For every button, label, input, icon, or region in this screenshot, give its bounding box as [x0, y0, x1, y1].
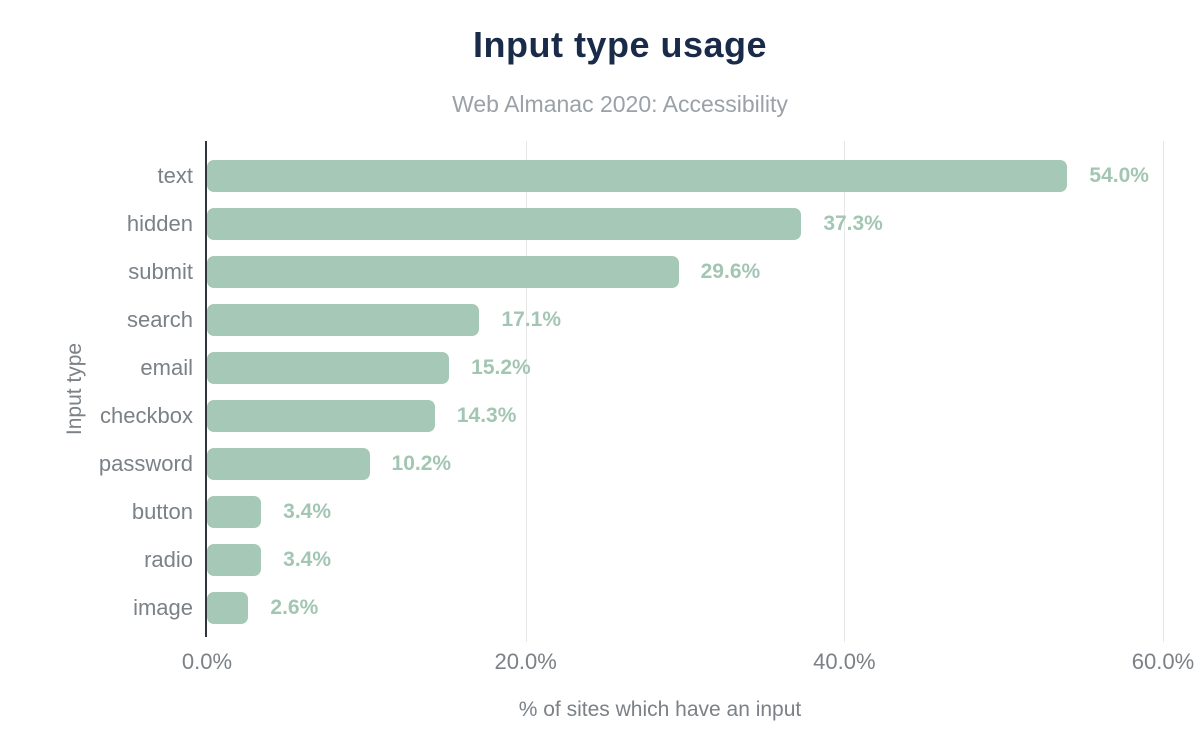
x-axis-ticks: 0.0% 20.0% 40.0% 60.0% [0, 649, 1200, 675]
category-label: search [126, 307, 193, 332]
category-label: email [140, 355, 193, 380]
bar-row: button 3.4% [0, 488, 1200, 536]
bar [207, 544, 262, 576]
value-label: 3.4% [283, 548, 332, 571]
bar-row: image 2.6% [0, 584, 1200, 632]
chart-subtitle: Web Almanac 2020: Accessibility [452, 91, 788, 117]
value-label: 2.6% [270, 596, 319, 619]
category-label: hidden [126, 211, 193, 236]
category-label: radio [144, 547, 193, 572]
value-label: 14.3% [456, 404, 517, 427]
value-label: 15.2% [471, 356, 531, 379]
bar [207, 592, 249, 624]
bar [207, 448, 370, 480]
gridline [1163, 141, 1164, 642]
bar-row: text 54.0% [0, 152, 1200, 200]
bar [207, 496, 262, 528]
value-label: 17.1% [501, 308, 561, 331]
value-label: 54.0% [1089, 164, 1149, 187]
x-tick-label: 20.0% [494, 649, 557, 674]
x-axis-title: % of sites which have an input [518, 698, 802, 721]
value-label: 10.2% [391, 452, 452, 475]
bar-row: radio 3.4% [0, 536, 1200, 584]
x-tick-label: 60.0% [1131, 649, 1195, 674]
y-axis-line [205, 141, 207, 637]
category-label: text [157, 163, 193, 188]
x-tick-label: 0.0% [181, 649, 233, 674]
x-tick-label: 40.0% [813, 649, 876, 674]
bar-row: submit 29.6% [0, 248, 1200, 296]
bar-row: password 10.2% [0, 440, 1200, 488]
value-label: 37.3% [823, 212, 883, 235]
category-label: submit [128, 259, 193, 284]
bar-row: search 17.1% [0, 296, 1200, 344]
gridline [525, 141, 527, 642]
category-label: checkbox [100, 403, 193, 428]
bar [207, 400, 435, 432]
bar-rows: text 54.0% hidden 37.3% submit 29.6% sea… [0, 152, 1200, 632]
y-axis-title: Input type [63, 342, 86, 436]
category-label: password [98, 451, 193, 476]
category-label: image [133, 595, 193, 620]
bar-row: checkbox 14.3% [0, 392, 1200, 440]
bar [207, 352, 450, 384]
value-label: 3.4% [283, 500, 332, 523]
bar [207, 160, 1068, 192]
bar-row: hidden 37.3% [0, 200, 1200, 248]
bar-row: email 15.2% [0, 344, 1200, 392]
chart-title: Input type usage [472, 24, 768, 65]
bar [207, 256, 679, 288]
gridline [844, 141, 846, 642]
category-label: button [131, 499, 193, 524]
bar [207, 304, 480, 336]
value-label: 29.6% [700, 260, 761, 283]
bar [207, 208, 802, 240]
